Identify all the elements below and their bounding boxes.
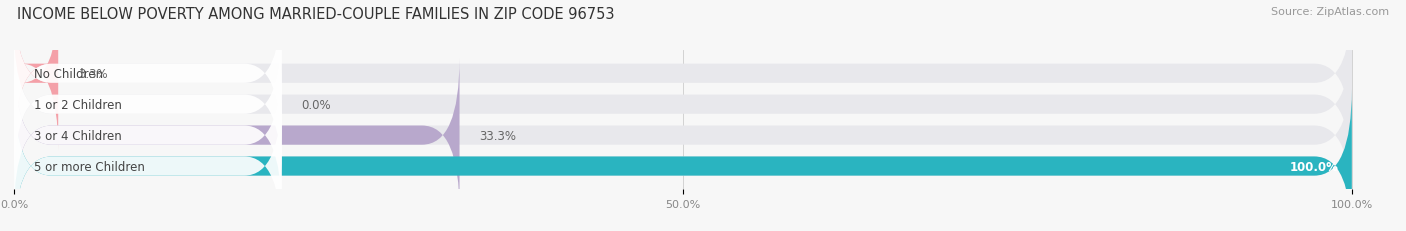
- Text: 3.3%: 3.3%: [79, 67, 108, 80]
- Text: 3 or 4 Children: 3 or 4 Children: [34, 129, 122, 142]
- Text: 100.0%: 100.0%: [1289, 160, 1339, 173]
- FancyBboxPatch shape: [14, 90, 281, 231]
- FancyBboxPatch shape: [14, 90, 1351, 231]
- FancyBboxPatch shape: [14, 90, 1351, 231]
- FancyBboxPatch shape: [14, 0, 281, 151]
- FancyBboxPatch shape: [14, 0, 1351, 151]
- FancyBboxPatch shape: [14, 59, 460, 212]
- Text: 1 or 2 Children: 1 or 2 Children: [34, 98, 122, 111]
- FancyBboxPatch shape: [14, 28, 281, 181]
- Text: 33.3%: 33.3%: [479, 129, 516, 142]
- Text: 0.0%: 0.0%: [302, 98, 332, 111]
- FancyBboxPatch shape: [14, 28, 1351, 181]
- Text: Source: ZipAtlas.com: Source: ZipAtlas.com: [1271, 7, 1389, 17]
- Text: 5 or more Children: 5 or more Children: [34, 160, 145, 173]
- Text: INCOME BELOW POVERTY AMONG MARRIED-COUPLE FAMILIES IN ZIP CODE 96753: INCOME BELOW POVERTY AMONG MARRIED-COUPL…: [17, 7, 614, 22]
- FancyBboxPatch shape: [14, 59, 1351, 212]
- Text: No Children: No Children: [34, 67, 103, 80]
- FancyBboxPatch shape: [14, 0, 58, 151]
- FancyBboxPatch shape: [14, 59, 281, 212]
